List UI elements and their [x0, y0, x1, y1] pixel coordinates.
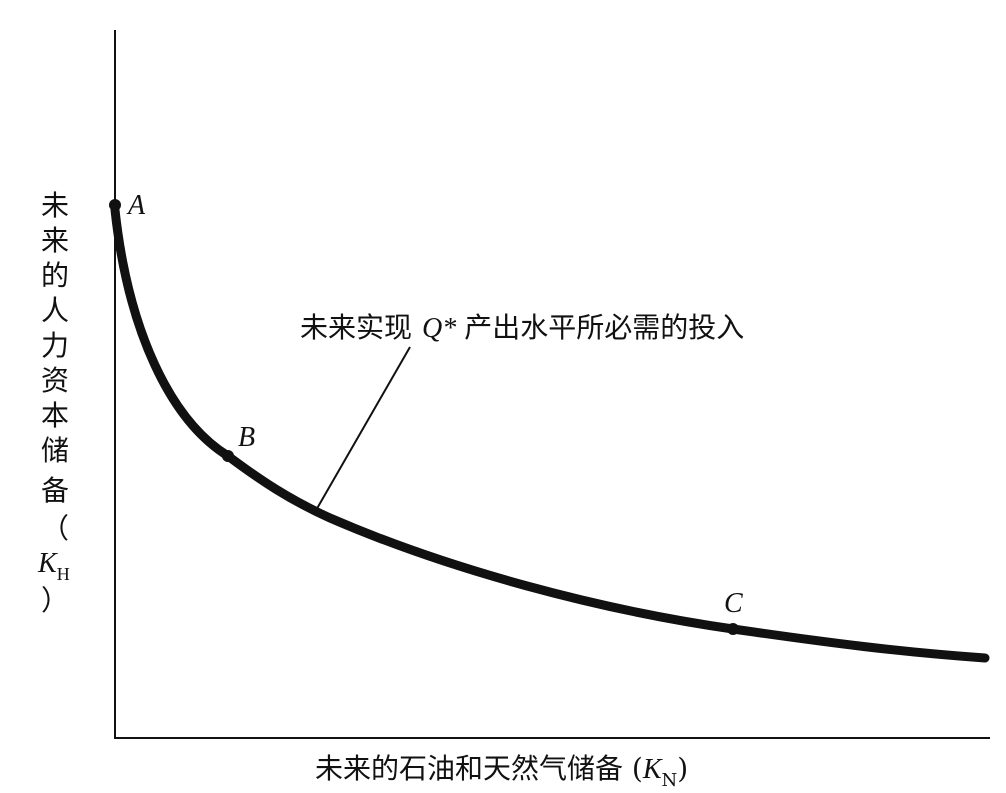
point-marker: [222, 450, 234, 462]
point-label: A: [126, 190, 146, 221]
y-axis-label-char: 备: [41, 474, 69, 507]
label-text: 产出水平所必需的投入: [464, 311, 744, 344]
point-label: C: [724, 588, 743, 619]
y-axis-label-char: 储: [41, 434, 69, 467]
subscript: H: [57, 564, 70, 584]
isoquant-curve: [110, 205, 990, 663]
y-axis-label-char: 的: [41, 259, 69, 292]
y-axis-label-close: ）: [41, 584, 69, 617]
x-axis-label: 未来的石油和天然气储备 (KN): [315, 752, 688, 791]
point-marker: [727, 623, 739, 635]
symbol: K: [37, 548, 58, 579]
y-axis-label-char: 人: [41, 294, 69, 327]
y-axis-label-symbol: KH: [37, 548, 70, 584]
y-axis-label-char: 力: [41, 329, 69, 362]
label-text: 未来实现: [300, 311, 412, 344]
y-axis-label-char: （: [41, 512, 69, 545]
y-axis-label-char: 来: [41, 224, 69, 257]
y-axis-label-char: 本: [41, 399, 69, 432]
label-text: 未来的石油和天然气储备 (: [315, 752, 643, 785]
leader-line: [314, 346, 411, 513]
point-label: B: [238, 422, 255, 453]
point-marker: [109, 199, 121, 211]
symbol: Q*: [422, 313, 456, 344]
symbol: K: [642, 754, 663, 785]
subscript: N: [662, 770, 678, 791]
y-axis-label-char: 未: [41, 189, 69, 222]
curve-label: 未来实现 Q* 产出水平所必需的投入: [300, 311, 744, 344]
y-axis-label-char: 资: [41, 364, 69, 397]
label-close: ): [677, 752, 688, 785]
